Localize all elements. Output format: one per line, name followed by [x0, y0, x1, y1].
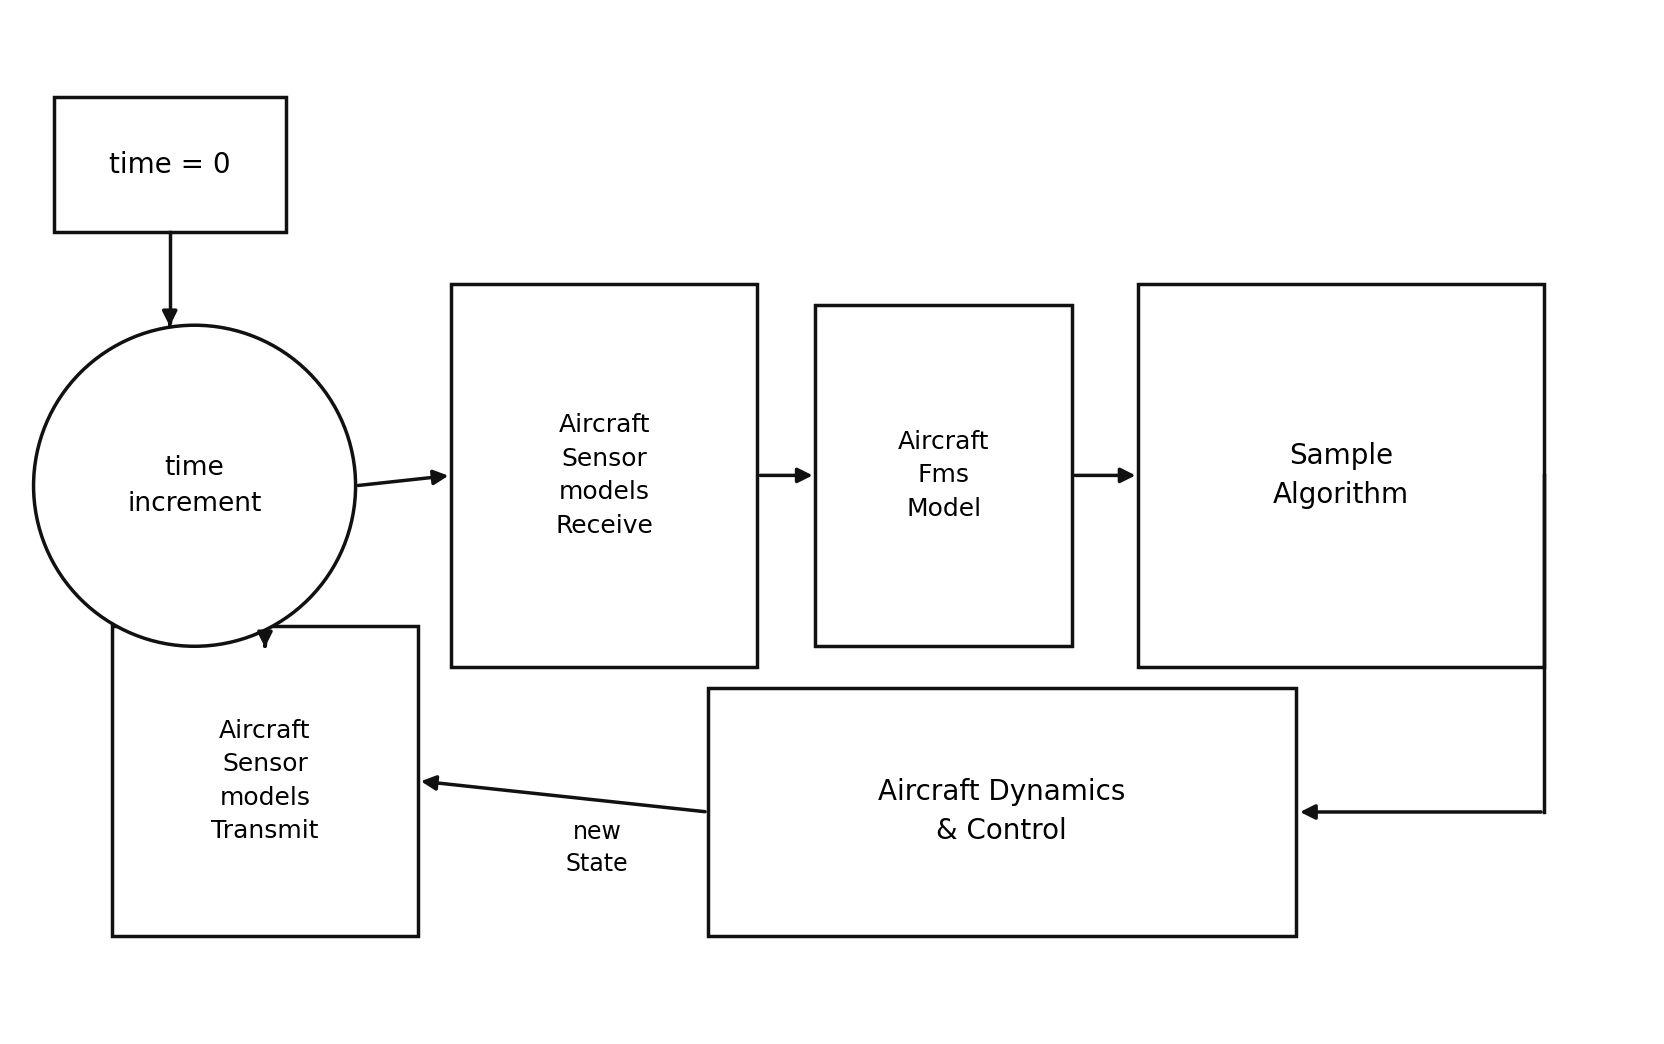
- Text: Aircraft
Sensor
models
Receive: Aircraft Sensor models Receive: [556, 413, 654, 538]
- Text: time
increment: time increment: [128, 455, 261, 517]
- Text: Sample
Algorithm: Sample Algorithm: [1273, 442, 1409, 508]
- Text: new
State: new State: [566, 821, 629, 876]
- FancyBboxPatch shape: [707, 688, 1296, 936]
- FancyBboxPatch shape: [111, 625, 418, 936]
- Text: Aircraft
Sensor
models
Transmit: Aircraft Sensor models Transmit: [211, 718, 319, 844]
- FancyBboxPatch shape: [815, 305, 1072, 646]
- FancyBboxPatch shape: [53, 97, 286, 232]
- Text: Aircraft Dynamics
& Control: Aircraft Dynamics & Control: [879, 779, 1125, 846]
- Text: Aircraft
Fms
Model: Aircraft Fms Model: [899, 430, 990, 521]
- FancyBboxPatch shape: [451, 284, 757, 667]
- Text: time = 0: time = 0: [108, 150, 231, 179]
- Ellipse shape: [33, 326, 356, 646]
- FancyBboxPatch shape: [1138, 284, 1544, 667]
